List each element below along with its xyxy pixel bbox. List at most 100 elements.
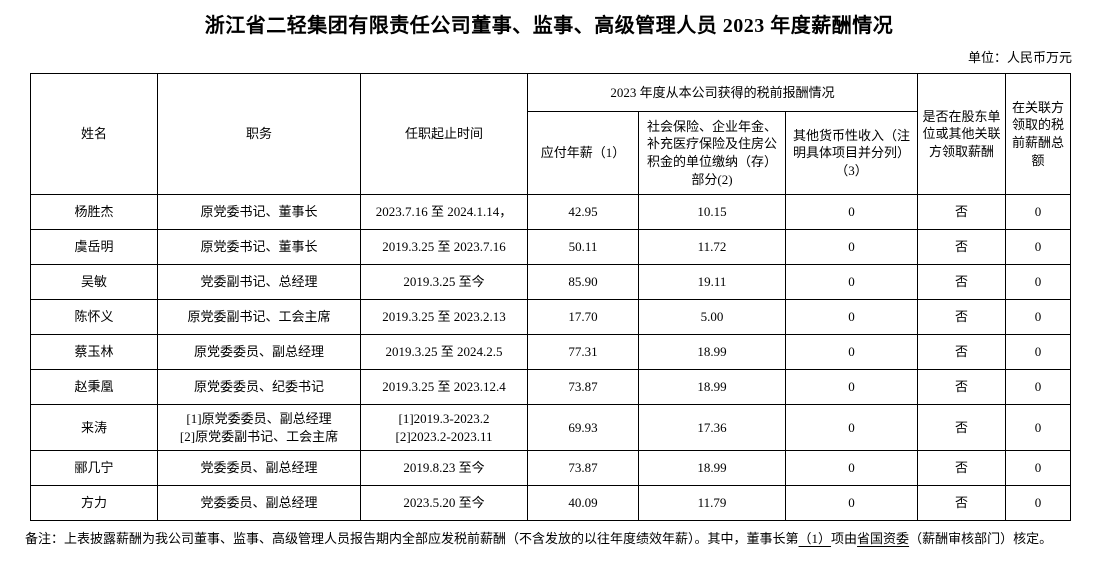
- footnote: 备注：上表披露薪酬为我公司董事、监事、高级管理人员报告期内全部应发税前薪酬（不含…: [25, 528, 1098, 547]
- cell-name: 郦几宁: [30, 450, 158, 486]
- cell-term: 2019.3.25 至 2023.7.16: [360, 229, 528, 265]
- page-title: 浙江省二轻集团有限责任公司董事、监事、高级管理人员 2023 年度薪酬情况: [204, 15, 894, 37]
- cell-insurance: 10.15: [638, 194, 786, 230]
- cell-related-pay: 否: [917, 299, 1007, 335]
- header-row-top: 姓名 职务 任职起止时间 2023 年度从本公司获得的税前报酬情况 是否在股东单…: [30, 73, 1072, 195]
- col-header-related-pay: 是否在股东单位或其他关联方领取薪酬: [917, 73, 1007, 195]
- cell-salary: 73.87: [527, 450, 639, 486]
- cell-other-income: 0: [784, 194, 919, 230]
- cell-related-total: 0: [1005, 334, 1072, 370]
- cell-term: 2019.3.25 至今: [360, 264, 528, 300]
- cell-insurance: 18.99: [638, 334, 786, 370]
- cell-other-income: 0: [784, 485, 919, 521]
- cell-related-total: 0: [1005, 369, 1072, 405]
- col-header-position: 职务: [157, 73, 361, 195]
- footnote-text-1: 备注：上表披露薪酬为我公司董事、监事、高级管理人员报告期内全部应发税前薪酬（不含…: [25, 531, 799, 546]
- cell-related-total: 0: [1005, 229, 1072, 265]
- cell-related-pay: 否: [917, 404, 1007, 451]
- cell-related-pay: 否: [917, 229, 1007, 265]
- cell-name: 吴敏: [30, 264, 158, 300]
- cell-position: 党委委员、副总经理: [157, 485, 361, 521]
- cell-other-income: 0: [784, 404, 919, 451]
- cell-insurance: 19.11: [638, 264, 786, 300]
- table-row: 赵秉凰 原党委委员、纪委书记 2019.3.25 至 2023.12.4 73.…: [30, 369, 1072, 405]
- col-header-related-total: 在关联方领取的税前薪酬总额: [1005, 73, 1072, 195]
- cell-insurance: 11.72: [638, 229, 786, 265]
- footnote-underlined-item-1: （1）: [798, 531, 832, 546]
- cell-related-total: 0: [1005, 450, 1072, 486]
- cell-salary: 69.93: [527, 404, 639, 451]
- cell-salary: 40.09: [527, 485, 639, 521]
- cell-name: 虞岳明: [30, 229, 158, 265]
- cell-other-income: 0: [784, 229, 919, 265]
- cell-related-total: 0: [1005, 194, 1072, 230]
- footnote-underlined-agency: 省国资委: [857, 531, 910, 546]
- cell-name: 来涛: [30, 404, 158, 451]
- cell-position: [1]原党委委员、副总经理 [2]原党委副书记、工会主席: [157, 404, 361, 451]
- cell-salary: 50.11: [527, 229, 639, 265]
- cell-related-pay: 否: [917, 194, 1007, 230]
- cell-position: 原党委委员、副总经理: [157, 334, 361, 370]
- cell-term: 2019.8.23 至今: [360, 450, 528, 486]
- cell-position: 原党委书记、董事长: [157, 229, 361, 265]
- cell-position: 原党委副书记、工会主席: [157, 299, 361, 335]
- cell-insurance: 18.99: [638, 369, 786, 405]
- cell-name: 陈怀义: [30, 299, 158, 335]
- cell-term: 2023.5.20 至今: [360, 485, 528, 521]
- cell-position: 原党委书记、董事长: [157, 194, 361, 230]
- cell-other-income: 0: [784, 264, 919, 300]
- cell-salary: 85.90: [527, 264, 639, 300]
- cell-insurance: 5.00: [638, 299, 786, 335]
- table-row: 来涛 [1]原党委委员、副总经理 [2]原党委副书记、工会主席 [1]2019.…: [30, 404, 1072, 451]
- cell-name: 蔡玉林: [30, 334, 158, 370]
- col-header-name: 姓名: [30, 73, 158, 195]
- cell-related-pay: 否: [917, 450, 1007, 486]
- cell-related-total: 0: [1005, 264, 1072, 300]
- col-header-salary: 应付年薪（1）: [527, 111, 639, 195]
- cell-related-pay: 否: [917, 264, 1007, 300]
- cell-term: 2019.3.25 至 2024.2.5: [360, 334, 528, 370]
- cell-related-pay: 否: [917, 369, 1007, 405]
- cell-insurance: 17.36: [638, 404, 786, 451]
- footnote-text-3: （薪酬审核部门）核定。: [909, 531, 1053, 546]
- salary-table: 姓名 职务 任职起止时间 2023 年度从本公司获得的税前报酬情况 是否在股东单…: [30, 73, 1072, 521]
- unit-label: 单位：人民币万元: [967, 50, 1072, 65]
- table-row: 虞岳明 原党委书记、董事长 2019.3.25 至 2023.7.16 50.1…: [30, 229, 1072, 265]
- cell-insurance: 11.79: [638, 485, 786, 521]
- cell-other-income: 0: [784, 450, 919, 486]
- cell-related-total: 0: [1005, 485, 1072, 521]
- cell-related-total: 0: [1005, 404, 1072, 451]
- table-row: 郦几宁 党委委员、副总经理 2019.8.23 至今 73.87 18.99 0…: [30, 450, 1072, 486]
- table-row: 方力 党委委员、副总经理 2023.5.20 至今 40.09 11.79 0 …: [30, 485, 1072, 521]
- cell-salary: 73.87: [527, 369, 639, 405]
- cell-other-income: 0: [784, 369, 919, 405]
- footnote-text-2: 项由: [831, 531, 858, 546]
- col-header-insurance: 社会保险、企业年金、补充医疗保险及住房公积金的单位缴纳（存）部分(2): [638, 111, 786, 195]
- table-row: 陈怀义 原党委副书记、工会主席 2019.3.25 至 2023.2.13 17…: [30, 299, 1072, 335]
- cell-position: 党委副书记、总经理: [157, 264, 361, 300]
- header-row-sub: 应付年薪（1） 社会保险、企业年金、补充医疗保险及住房公积金的单位缴纳（存）部分…: [31, 111, 1071, 195]
- cell-related-total: 0: [1005, 299, 1072, 335]
- table-row: 杨胜杰 原党委书记、董事长 2023.7.16 至 2024.1.14， 42.…: [30, 194, 1072, 230]
- cell-position: 党委委员、副总经理: [157, 450, 361, 486]
- cell-term: 2019.3.25 至 2023.12.4: [360, 369, 528, 405]
- cell-related-pay: 否: [917, 485, 1007, 521]
- cell-insurance: 18.99: [638, 450, 786, 486]
- cell-salary: 42.95: [527, 194, 639, 230]
- col-header-other-income: 其他货币性收入（注明具体项目并分列）（3）: [784, 111, 919, 195]
- cell-other-income: 0: [784, 299, 919, 335]
- cell-term: 2023.7.16 至 2024.1.14，: [360, 194, 528, 230]
- cell-term: [1]2019.3-2023.2 [2]2023.2-2023.11: [360, 404, 528, 451]
- cell-position: 原党委委员、纪委书记: [157, 369, 361, 405]
- col-header-term: 任职起止时间: [360, 73, 528, 195]
- table-row: 吴敏 党委副书记、总经理 2019.3.25 至今 85.90 19.11 0 …: [30, 264, 1072, 300]
- table-row: 蔡玉林 原党委委员、副总经理 2019.3.25 至 2024.2.5 77.3…: [30, 334, 1072, 370]
- cell-name: 方力: [30, 485, 158, 521]
- col-header-compensation-group: 2023 年度从本公司获得的税前报酬情况: [526, 73, 919, 112]
- cell-related-pay: 否: [917, 334, 1007, 370]
- cell-salary: 17.70: [527, 299, 639, 335]
- cell-name: 赵秉凰: [30, 369, 158, 405]
- cell-term: 2019.3.25 至 2023.2.13: [360, 299, 528, 335]
- cell-name: 杨胜杰: [30, 194, 158, 230]
